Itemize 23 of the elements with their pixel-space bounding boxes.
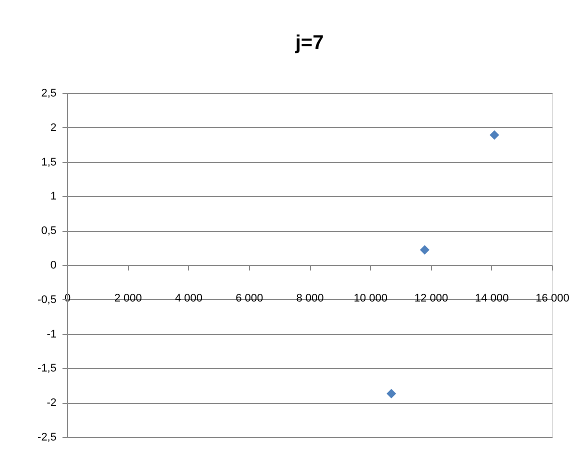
x-tick-label: 16 000 — [536, 292, 570, 304]
chart-title: j=7 — [294, 32, 324, 54]
x-tick-label: 2 000 — [114, 292, 142, 304]
y-tick-label: 1,5 — [41, 156, 56, 168]
x-tick-label: 10 000 — [354, 292, 388, 304]
x-tick-label: 4 000 — [174, 292, 203, 304]
y-tick-label: 2,5 — [41, 88, 56, 100]
y-tick-label: -1,5 — [38, 362, 56, 375]
y-tick-label: 2 — [50, 122, 56, 134]
x-tick-label: 14 000 — [475, 292, 509, 304]
y-tick-label: -0,5 — [38, 294, 56, 306]
y-tick-label: -2,5 — [38, 432, 56, 444]
point — [490, 130, 500, 140]
y-tick-label: -1 — [46, 328, 56, 340]
y-tick-label: 0 — [50, 260, 56, 272]
point — [420, 245, 430, 255]
x-tick-label: 12 000 — [414, 292, 448, 304]
y-tick-label: 0,5 — [41, 225, 56, 238]
y-tick-label: -2 — [46, 397, 56, 410]
y-tick-label: 1 — [50, 190, 56, 203]
x-tick-label: 6 000 — [236, 292, 264, 304]
x-tick-label: 8 000 — [296, 292, 324, 304]
point — [386, 388, 396, 398]
